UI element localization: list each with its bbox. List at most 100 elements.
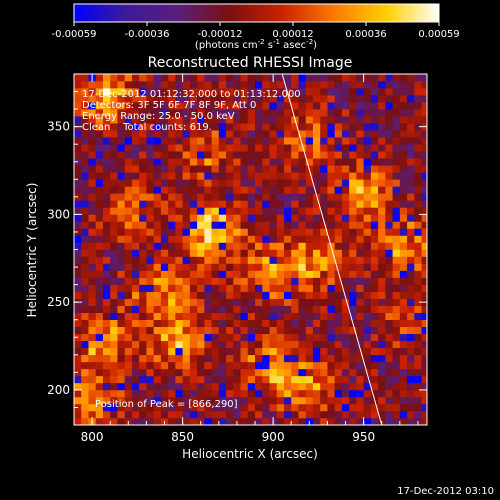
heatmap-cell [226,319,234,328]
heatmap-cell [414,137,422,145]
heatmap-cell [305,123,314,131]
heatmap-cell [168,375,176,384]
heatmap-cell [160,193,169,201]
heatmap-cell [124,165,133,173]
heatmap-cell [356,305,364,313]
heatmap-cell [124,172,133,180]
heatmap-cell [175,319,183,328]
heatmap-cell [189,123,198,131]
heatmap-cell [276,200,285,208]
heatmap-cell [88,88,97,96]
heatmap-cell [378,116,386,124]
heatmap-cell [320,137,328,145]
heatmap-cell [370,123,379,131]
heatmap-cell [226,144,234,152]
heatmap-cell [262,144,270,152]
heatmap-cell [421,319,427,328]
heatmap-cell [168,123,176,131]
heatmap-cell [240,305,249,313]
heatmap-cell [226,298,234,306]
heatmap-cell [189,144,198,152]
heatmap-cell [407,347,415,356]
heatmap-cell [407,396,415,405]
heatmap-cell [182,109,191,117]
heatmap-cell [363,123,372,131]
heatmap-cell [189,277,198,285]
heatmap-cell [356,221,364,229]
heatmap-cell [283,88,292,96]
heatmap-cell [414,88,422,96]
heatmap-cell [226,137,234,145]
heatmap-cell [74,221,82,229]
heatmap-cell [247,221,256,229]
heatmap-cell [117,389,125,398]
heatmap-cell [370,417,379,425]
heatmap-cell [399,235,408,243]
heatmap-cell [124,95,133,103]
heatmap-cell [421,228,427,236]
heatmap-cell [226,200,234,208]
heatmap-cell [160,403,169,412]
heatmap-cell [153,165,162,173]
heatmap-cell [407,130,415,138]
heatmap-cell [117,298,125,306]
heatmap-cell [226,354,234,363]
heatmap-cell [356,151,364,159]
heatmap-cell [255,172,263,180]
heatmap-cell [74,319,82,328]
heatmap-cell [356,116,364,124]
heatmap-cell [378,88,386,96]
heatmap-cell [320,186,328,194]
heatmap-cell [74,284,82,292]
heatmap-cell [197,165,205,173]
heatmap-cell [349,172,357,180]
heatmap-cell [131,305,140,313]
heatmap-cell [110,207,118,215]
heatmap-cell [421,207,427,215]
heatmap-cell [283,172,292,180]
heatmap-cell [189,333,198,342]
heatmap-cell [247,179,256,187]
heatmap-cell [291,165,299,173]
heatmap-cell [153,263,162,271]
heatmap-cell [385,102,393,110]
heatmap-cell [139,333,147,342]
heatmap-cell [385,417,393,425]
heatmap-cell [276,81,285,89]
heatmap-cell [240,81,249,89]
heatmap-cell [74,305,82,313]
heatmap-cell [363,130,372,138]
heatmap-cell [349,102,357,110]
heatmap-cell [182,347,191,356]
heatmap-cell [240,186,249,194]
heatmap-cell [160,270,169,278]
y-tick-label: 250 [47,295,70,309]
heatmap-cell [182,382,191,391]
heatmap-cell [88,340,97,349]
heatmap-cell [305,137,314,145]
heatmap-cell [269,361,278,370]
heatmap-cell [153,382,162,391]
heatmap-cell [262,214,270,222]
heatmap-cell [153,277,162,285]
heatmap-cell [399,165,408,173]
heatmap-cell [204,347,212,356]
heatmap-cell [88,249,97,257]
heatmap-cell [102,312,111,320]
heatmap-cell [378,284,386,292]
heatmap-cell [356,200,364,208]
heatmap-cell [283,333,292,342]
heatmap-cell [291,361,299,370]
heatmap-cell [233,172,241,180]
heatmap-cell [110,263,118,271]
heatmap-cell [160,333,169,342]
heatmap-cell [283,361,292,370]
heatmap-cell [334,326,343,335]
heatmap-cell [233,298,241,306]
heatmap-cell [74,326,82,335]
heatmap-cell [110,333,118,342]
heatmap-cell [269,298,278,306]
heatmap-cell [197,277,205,285]
heatmap-cell [370,200,379,208]
heatmap-cell [385,207,393,215]
